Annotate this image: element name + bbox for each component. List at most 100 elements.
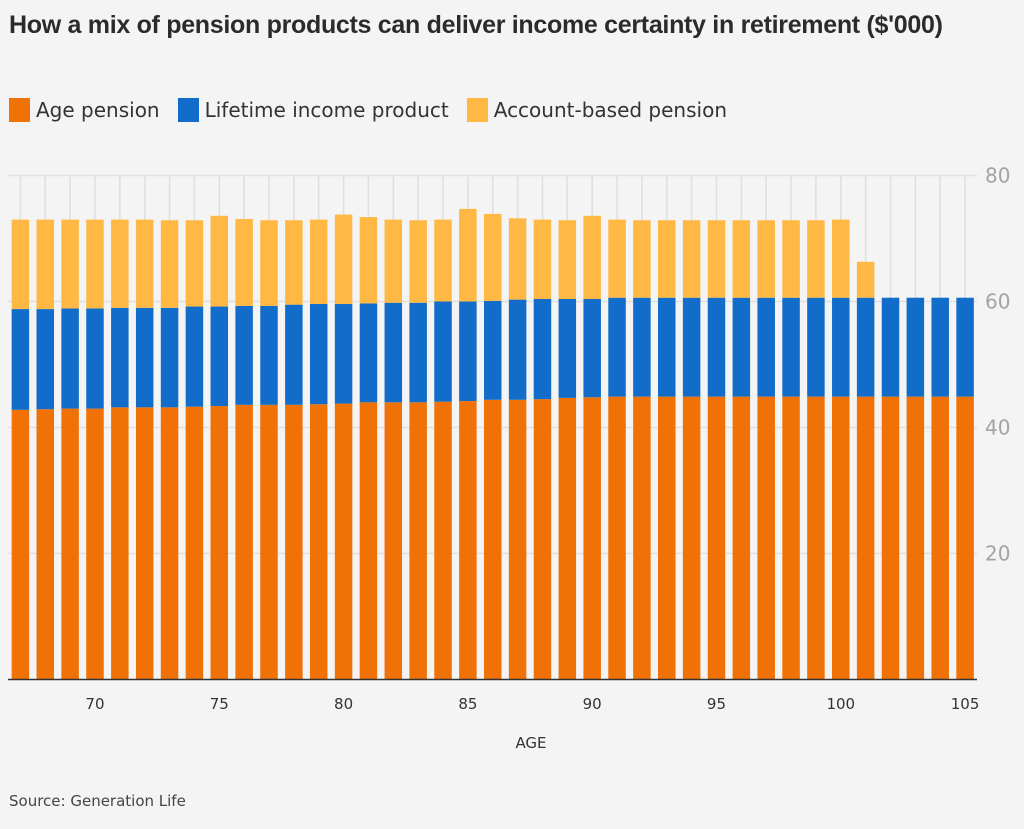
bar-age-pension-73	[160, 407, 179, 680]
bar-account-based-pension-80	[334, 214, 353, 305]
bar-account-based-pension-91	[608, 219, 626, 298]
bar-account-based-pension-88	[533, 219, 552, 299]
bar-lifetime-income-product-83	[409, 302, 427, 403]
y-tick-label: 20	[985, 542, 1010, 566]
bar-age-pension-96	[732, 396, 751, 680]
bar-age-pension-87	[508, 399, 527, 680]
bar-account-based-pension-84	[434, 219, 452, 302]
bar-account-based-pension-81	[359, 217, 378, 304]
bar-lifetime-income-product-105	[956, 297, 974, 397]
bar-lifetime-income-product-90	[583, 298, 601, 398]
bar-account-based-pension-99	[807, 220, 825, 298]
bar-lifetime-income-product-88	[533, 298, 552, 400]
bar-lifetime-income-product-80	[334, 304, 353, 404]
bar-lifetime-income-product-86	[483, 300, 502, 400]
bar-account-based-pension-79	[309, 219, 328, 305]
bar-age-pension-89	[558, 397, 577, 680]
bar-age-pension-81	[359, 402, 378, 680]
bar-account-based-pension-95	[707, 220, 726, 298]
bar-lifetime-income-product-74	[185, 306, 204, 407]
legend-item-account-based: Account-based pension	[466, 98, 727, 122]
bar-age-pension-76	[235, 404, 253, 680]
bar-account-based-pension-90	[583, 215, 601, 299]
bar-account-based-pension-72	[135, 219, 154, 308]
x-tick-label: 70	[85, 695, 104, 713]
bar-account-based-pension-97	[757, 220, 775, 298]
bar-lifetime-income-product-79	[309, 304, 328, 405]
bar-account-based-pension-89	[558, 220, 577, 299]
source-note: Source: Generation Life	[9, 792, 186, 810]
bar-account-based-pension-73	[160, 220, 179, 308]
bar-account-based-pension-93	[658, 220, 676, 298]
bar-age-pension-85	[459, 401, 477, 680]
bar-lifetime-income-product-81	[359, 303, 378, 403]
legend-label-age-pension: Age pension	[36, 98, 160, 122]
bar-lifetime-income-product-96	[732, 297, 751, 397]
legend-item-lifetime-income: Lifetime income product	[177, 98, 449, 122]
bar-age-pension-78	[285, 404, 303, 680]
bar-lifetime-income-product-99	[807, 297, 825, 397]
bar-account-based-pension-87	[508, 218, 527, 300]
bar-account-based-pension-100	[832, 219, 850, 298]
x-tick-label: 95	[707, 695, 726, 713]
bar-account-based-pension-96	[732, 220, 751, 298]
bar-account-based-pension-85	[459, 208, 477, 302]
bar-account-based-pension-83	[409, 220, 427, 303]
bar-lifetime-income-product-69	[61, 308, 79, 409]
bar-age-pension-105	[956, 396, 974, 680]
bar-age-pension-98	[782, 396, 800, 680]
bar-lifetime-income-product-95	[707, 297, 726, 397]
bar-account-based-pension-77	[260, 220, 278, 306]
bar-account-based-pension-70	[86, 219, 104, 309]
bar-lifetime-income-product-70	[86, 308, 104, 409]
bar-account-based-pension-67	[11, 219, 30, 310]
legend: Age pension Lifetime income product Acco…	[9, 98, 745, 122]
bar-age-pension-94	[682, 396, 701, 680]
x-tick-label: 105	[951, 695, 980, 713]
bar-account-based-pension-69	[61, 219, 79, 309]
bar-age-pension-102	[881, 396, 900, 680]
bar-age-pension-101	[856, 396, 875, 680]
bar-account-based-pension-75	[210, 215, 229, 307]
bar-age-pension-100	[832, 396, 850, 680]
bar-account-based-pension-86	[483, 213, 502, 301]
bar-lifetime-income-product-82	[384, 302, 403, 403]
bar-account-based-pension-92	[633, 220, 651, 298]
bar-lifetime-income-product-85	[459, 301, 477, 402]
x-tick-label: 75	[210, 695, 229, 713]
bar-lifetime-income-product-84	[434, 301, 452, 402]
bar-age-pension-92	[633, 396, 651, 680]
axis-layer: 20 40 60 80 70 75 80 85 90 95 100 105	[8, 164, 1010, 713]
chart-title: How a mix of pension products can delive…	[9, 11, 943, 39]
bar-age-pension-75	[210, 406, 229, 680]
bar-age-pension-104	[931, 396, 949, 680]
bar-lifetime-income-product-76	[235, 305, 253, 405]
bar-lifetime-income-product-78	[285, 304, 303, 405]
y-tick-label: 40	[985, 416, 1010, 440]
bar-lifetime-income-product-77	[260, 305, 278, 405]
bar-account-based-pension-98	[782, 220, 800, 298]
bar-age-pension-74	[185, 406, 204, 680]
bar-lifetime-income-product-101	[856, 297, 875, 397]
bar-account-based-pension-76	[235, 218, 253, 306]
x-axis-title: AGE	[515, 734, 546, 752]
bar-lifetime-income-product-102	[881, 297, 900, 397]
legend-swatch-age-pension	[9, 98, 30, 122]
bar-lifetime-income-product-92	[633, 297, 651, 397]
x-tick-label: 80	[334, 695, 353, 713]
legend-item-age-pension: Age pension	[9, 98, 160, 122]
x-tick-label: 90	[583, 695, 602, 713]
bar-account-based-pension-101	[856, 261, 875, 298]
bar-age-pension-103	[906, 396, 925, 680]
bar-account-based-pension-71	[111, 219, 129, 308]
bar-age-pension-70	[86, 408, 104, 680]
bar-age-pension-91	[608, 396, 626, 680]
bar-lifetime-income-product-103	[906, 297, 925, 397]
y-tick-label: 60	[985, 290, 1010, 314]
bar-age-pension-88	[533, 399, 552, 680]
bar-age-pension-68	[36, 409, 55, 680]
x-tick-label: 85	[458, 695, 477, 713]
bar-age-pension-90	[583, 397, 601, 680]
bar-age-pension-79	[309, 404, 328, 680]
